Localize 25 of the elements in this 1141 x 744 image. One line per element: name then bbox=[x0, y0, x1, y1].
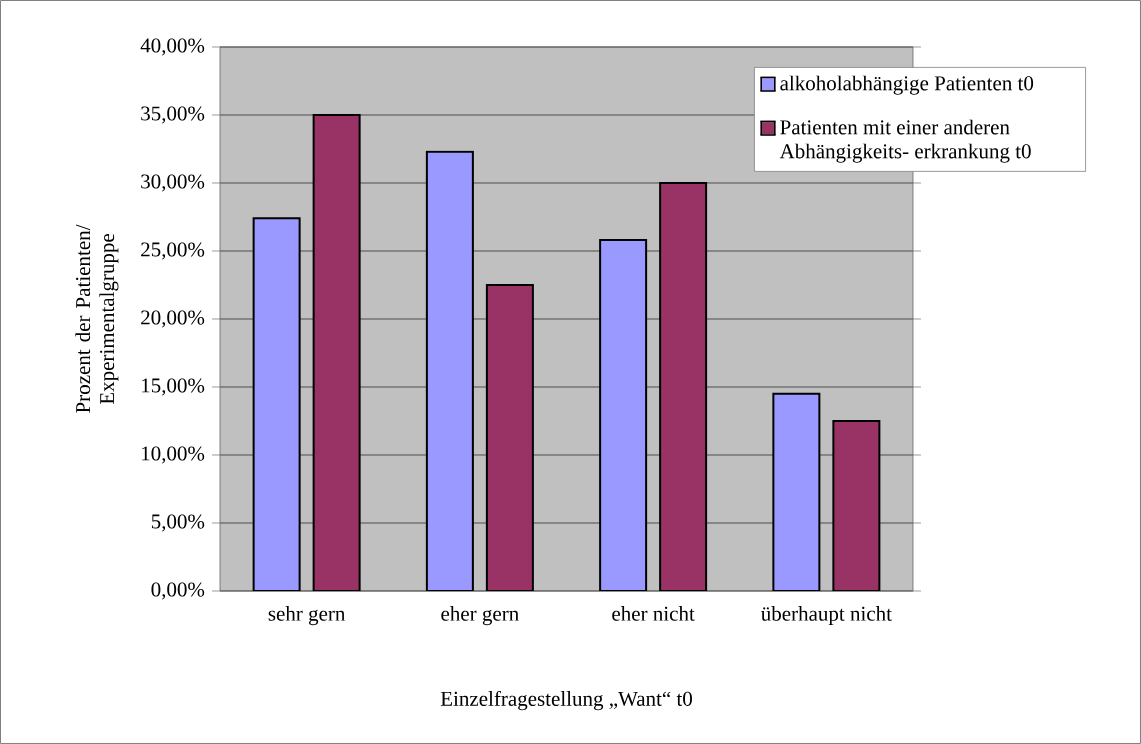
bar bbox=[312, 114, 361, 591]
bar bbox=[425, 150, 474, 591]
x-tick-label: eher gern bbox=[441, 606, 519, 626]
bar bbox=[599, 239, 648, 591]
y-axis-title: Prozent der Patienten/ Experimentalgruppe bbox=[75, 224, 119, 413]
bar bbox=[659, 181, 708, 591]
y-tick-label: 25,00% bbox=[141, 242, 205, 260]
y-tick-label: 40,00% bbox=[140, 38, 205, 56]
y-tick-label: 5,00% bbox=[151, 514, 205, 532]
y-tick-label: 0,00% bbox=[151, 582, 205, 600]
bar bbox=[485, 284, 534, 591]
bar bbox=[832, 419, 881, 591]
y-tick-label: 15,00% bbox=[142, 378, 205, 396]
bar bbox=[772, 392, 821, 591]
x-axis-title: Einzelfragestellung „Want“ t0 bbox=[440, 690, 692, 711]
x-tick-label: sehr gern bbox=[268, 606, 346, 626]
y-tick-label: 30,00% bbox=[141, 174, 205, 192]
y-tick-label: 10,00% bbox=[142, 446, 205, 464]
legend-label: Patienten mit einer anderen Abhängigkeits- erkrankung t0 bbox=[779, 119, 1031, 163]
x-tick-label: eher nicht bbox=[612, 606, 695, 621]
y-tick-label: 20,00% bbox=[141, 310, 205, 328]
x-tick-label: überhaupt nicht bbox=[761, 606, 892, 626]
legend-label: alkoholabhängige Patienten t0 bbox=[780, 75, 1034, 95]
bar bbox=[252, 217, 301, 591]
y-tick-label: 35,00% bbox=[141, 106, 205, 124]
